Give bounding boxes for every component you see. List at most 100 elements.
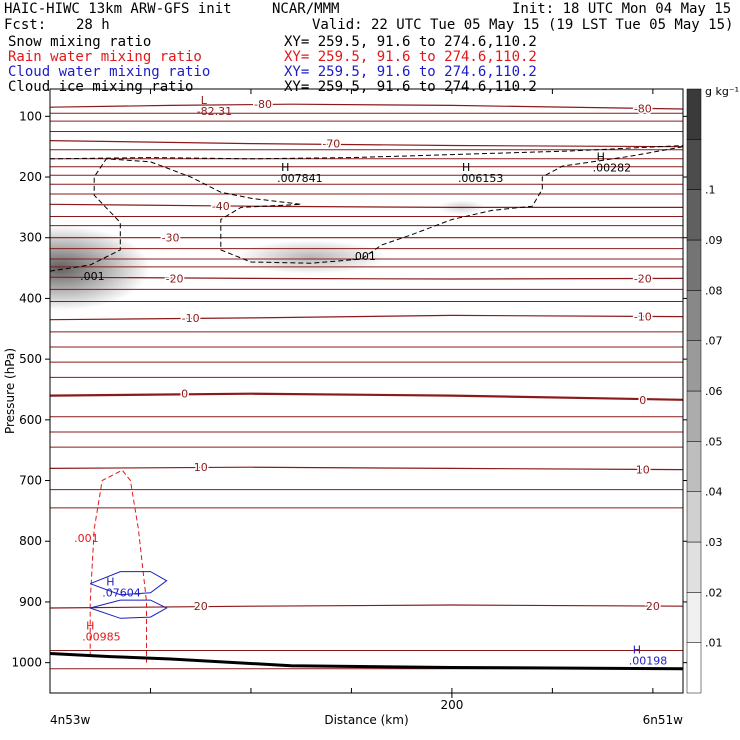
y-tick-label: 300 bbox=[19, 231, 42, 245]
colorbar-swatch bbox=[686, 239, 702, 291]
rain-contour-label: .001 bbox=[74, 532, 99, 545]
organization-label: NCAR/MMM bbox=[272, 1, 340, 17]
cloud-water-contour bbox=[90, 599, 168, 619]
colorbar-tick-label: .08 bbox=[705, 284, 723, 297]
temperature-contour-label: 20 bbox=[646, 600, 660, 613]
y-tick-label: 1000 bbox=[11, 656, 42, 670]
forecast-label: Fcst: bbox=[4, 17, 47, 33]
temperature-contour-label: 0 bbox=[639, 394, 646, 407]
temperature-contour-label: 20 bbox=[194, 600, 208, 613]
extremum-value: .007841 bbox=[277, 172, 323, 185]
extremum-symbol: H bbox=[106, 576, 114, 589]
y-tick-label: 900 bbox=[19, 595, 42, 609]
extremum-value: .00282 bbox=[593, 162, 632, 175]
colorbar-tick-label: .06 bbox=[705, 385, 723, 398]
y-tick-label: 400 bbox=[19, 291, 42, 305]
x-axis-label: Distance (km) bbox=[324, 713, 408, 727]
y-tick-label: 600 bbox=[19, 413, 42, 427]
y-axis-label: Pressure (hPa) bbox=[3, 348, 17, 434]
temperature-contour-line bbox=[50, 203, 683, 208]
model-title: HAIC-HIWC 13km ARW-GFS init bbox=[4, 1, 232, 17]
terrain-line bbox=[50, 652, 683, 671]
y-tick-label: 500 bbox=[19, 352, 42, 366]
temperature-contour-label: 10 bbox=[636, 464, 650, 477]
field-name-cloud-water: Cloud water mixing ratio bbox=[8, 64, 211, 80]
y-tick-label: 800 bbox=[19, 534, 42, 548]
colorbar-unit-label: g kg⁻¹ bbox=[705, 85, 739, 98]
extremum-symbol: H bbox=[281, 161, 289, 174]
colorbar-swatch bbox=[686, 491, 702, 543]
colorbar-swatch bbox=[686, 290, 702, 341]
colorbar-swatch bbox=[686, 592, 702, 643]
temperature-contour-label: -20 bbox=[634, 272, 652, 285]
temperature-contour-label: -80 bbox=[634, 102, 652, 115]
valid-time: Valid: 22 UTC Tue 05 May 15 (19 LST Tue … bbox=[312, 17, 734, 33]
colorbar-tick-label: .03 bbox=[705, 536, 723, 549]
temperature-contour-label: 0 bbox=[181, 388, 188, 401]
field-name-rain: Rain water mixing ratio bbox=[8, 49, 202, 65]
extremum-symbol: H bbox=[597, 151, 605, 164]
colorbar-tick-label: .07 bbox=[705, 335, 723, 348]
extremum-value: .006153 bbox=[458, 172, 504, 185]
colorbar-tick-label: .1 bbox=[705, 184, 716, 197]
y-tick-label: 200 bbox=[19, 170, 42, 184]
colorbar-swatch bbox=[686, 441, 702, 492]
colorbar-swatch bbox=[686, 642, 702, 694]
extremum-value: -82.31 bbox=[197, 105, 232, 118]
init-time: Init: 18 UTC Mon 04 May 15 bbox=[512, 1, 732, 17]
extremum-value: .00198 bbox=[629, 655, 668, 668]
temperature-contour-label: -70 bbox=[322, 138, 340, 151]
temperature-contour-label: -20 bbox=[166, 272, 184, 285]
y-tick-label: 700 bbox=[19, 474, 42, 488]
temperature-contour-line bbox=[50, 140, 683, 148]
temperature-contour-label: -10 bbox=[182, 312, 200, 325]
colorbar-swatch bbox=[686, 541, 702, 593]
colorbar-tick-label: .01 bbox=[705, 637, 723, 650]
colorbar-swatch bbox=[686, 88, 702, 140]
temperature-contour-line bbox=[50, 392, 683, 401]
extremum-symbol: H bbox=[86, 619, 94, 632]
field-xy-snow: XY= 259.5, 91.6 to 274.6,110.2 bbox=[284, 34, 537, 50]
temperature-contour-label: 10 bbox=[194, 461, 208, 474]
temperature-contour-line bbox=[50, 276, 683, 280]
mixing-ratio-contours: .001 .001 .001 bbox=[50, 145, 683, 671]
extremum-symbol: H bbox=[633, 644, 641, 657]
temperature-contour-label: -80 bbox=[254, 98, 272, 111]
colorbar-swatch bbox=[686, 390, 702, 442]
field-xy-cloud-ice: XY= 259.5, 91.6 to 274.6,110.2 bbox=[284, 79, 537, 95]
temperature-contour-line bbox=[50, 466, 683, 471]
snow-contour-label: .001 bbox=[80, 270, 105, 283]
colorbar-tick-label: .09 bbox=[705, 234, 723, 247]
x-end-location: 6n51w bbox=[643, 713, 684, 727]
colorbar-tick-label: .04 bbox=[705, 486, 723, 499]
colorbar: .01 .02 .03 .04 .05 .06 .07 .08 .09 .1 g kg⁻¹ bbox=[686, 85, 739, 694]
extremum-value: .00985 bbox=[82, 630, 121, 643]
extremum-symbol: L bbox=[201, 94, 208, 107]
temperature-contour-line bbox=[50, 314, 683, 321]
temperature-contour-line bbox=[50, 604, 683, 609]
y-tick-label: 100 bbox=[19, 109, 42, 123]
plot-frame bbox=[49, 88, 684, 694]
temperature-contours: -80 -80 -70 -40 -30 -20 -20 -10 -10 0 0 10 10 20 20 bbox=[50, 97, 683, 670]
extremum-value: .07604 bbox=[102, 587, 140, 600]
x-start-location: 4n53w bbox=[50, 713, 91, 727]
snow-contour-label: .001 bbox=[351, 250, 376, 263]
snow-contour bbox=[50, 146, 683, 272]
cloud-water-contour bbox=[90, 571, 168, 596]
field-xy-rain: XY= 259.5, 91.6 to 274.6,110.2 bbox=[284, 49, 537, 65]
colorbar-swatch bbox=[686, 189, 702, 241]
x-tick-label: 200 bbox=[440, 698, 463, 712]
field-name-snow: Snow mixing ratio bbox=[8, 34, 152, 50]
extremum-symbol: H bbox=[462, 161, 470, 174]
cloud-ice-contour bbox=[50, 145, 683, 160]
colorbar-tick-label: .02 bbox=[705, 586, 723, 599]
forecast-hour: 28 h bbox=[76, 17, 110, 33]
field-name-cloud-ice: Cloud ice mixing ratio bbox=[8, 79, 194, 95]
temperature-contour-label: -10 bbox=[634, 311, 652, 324]
colorbar-swatch bbox=[686, 139, 702, 190]
extrema-markers: L-82.31H.007841H.006153H.00282H.07604H.0… bbox=[82, 94, 667, 667]
colorbar-tick-label: .05 bbox=[705, 435, 723, 448]
